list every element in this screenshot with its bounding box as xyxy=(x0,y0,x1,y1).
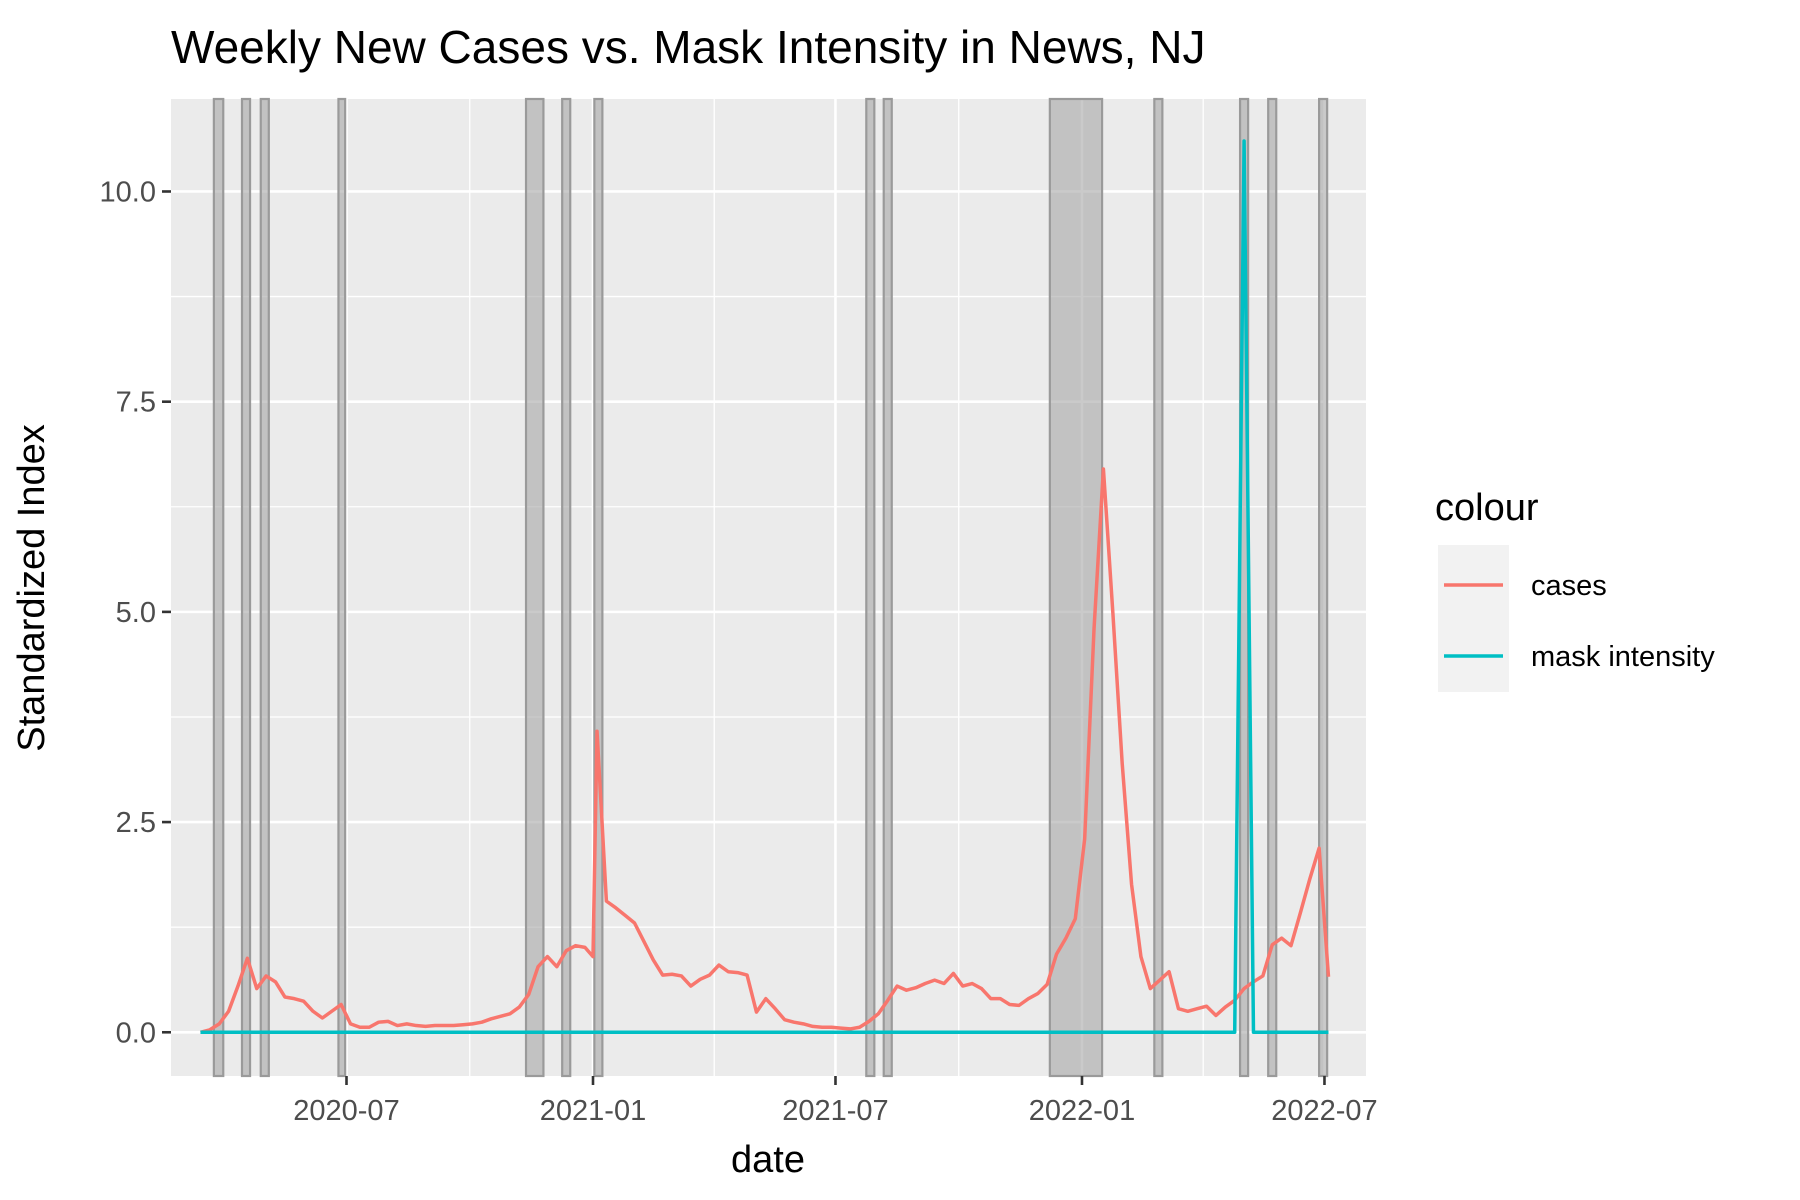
x-axis-title: date xyxy=(731,1139,805,1181)
shaded-period xyxy=(593,97,604,1078)
y-tick-label: 5.0 xyxy=(116,597,156,629)
x-axis: 2020-07 2021-01 2021-07 2022-01 2022-07 xyxy=(293,1076,1378,1127)
legend-label-mask-intensity: mask intensity xyxy=(1531,641,1715,673)
legend-key-background xyxy=(1438,545,1509,692)
shaded-period xyxy=(1153,97,1164,1078)
plot-panel xyxy=(171,99,1366,1076)
shaded-period xyxy=(337,97,347,1078)
series-lines xyxy=(200,139,1331,1035)
y-axis-title: Standardized Index xyxy=(11,424,53,751)
shaded-period xyxy=(1318,97,1329,1078)
shaded-period xyxy=(212,97,225,1078)
series-line-mask-intensity xyxy=(200,139,1329,1035)
y-axis: 0.0 2.5 5.0 7.5 10.0 xyxy=(100,176,171,1049)
y-tick-label: 7.5 xyxy=(116,387,156,419)
legend-title: colour xyxy=(1435,487,1539,529)
legend-label-cases: cases xyxy=(1531,570,1607,602)
series-line-cases xyxy=(200,467,1331,1034)
x-tick-label: 2021-07 xyxy=(782,1095,888,1127)
legend: colour cases mask intensity xyxy=(1435,487,1715,692)
x-tick-label: 2020-07 xyxy=(293,1095,399,1127)
x-tick-label: 2022-07 xyxy=(1271,1095,1377,1127)
shaded-period xyxy=(524,97,545,1078)
shaded-period xyxy=(259,97,270,1078)
shaded-period xyxy=(1048,97,1104,1078)
y-tick-label: 2.5 xyxy=(116,807,156,839)
x-tick-label: 2021-01 xyxy=(540,1095,646,1127)
y-tick-label: 10.0 xyxy=(100,176,156,208)
shaded-period xyxy=(865,97,876,1078)
shaded-period xyxy=(1267,97,1278,1078)
shaded-periods xyxy=(212,97,1329,1078)
shaded-period xyxy=(882,97,893,1078)
shaded-period xyxy=(240,97,252,1078)
y-tick-label: 0.0 xyxy=(116,1017,156,1049)
chart-title: Weekly New Cases vs. Mask Intensity in N… xyxy=(171,21,1205,73)
shaded-period xyxy=(561,97,572,1078)
x-tick-label: 2022-01 xyxy=(1029,1095,1135,1127)
